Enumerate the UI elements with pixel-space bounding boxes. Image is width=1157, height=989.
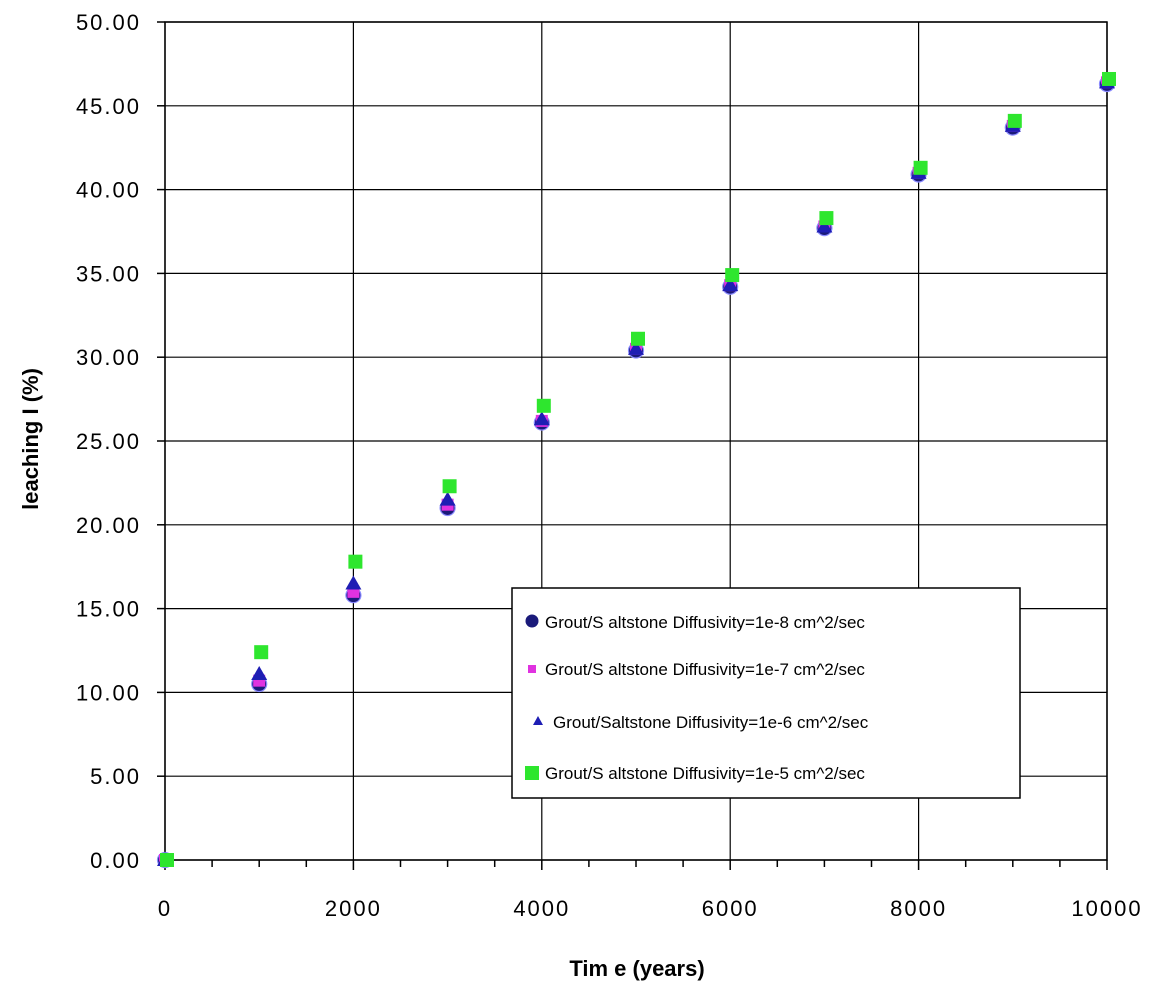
data-point xyxy=(722,277,739,292)
y-tick-labels: 0.00 5.00 10.00 15.00 20.00 25.00 30.00 35.00 40… xyxy=(76,10,141,873)
data-point xyxy=(348,554,363,569)
data-point xyxy=(251,665,268,680)
y-tick-label: 35.00 xyxy=(76,261,141,286)
legend-marker xyxy=(533,716,543,725)
data-point xyxy=(819,211,834,226)
legend: Grout/S altstone Diffusivity=1e-8 cm^2/s… xyxy=(511,587,1021,799)
y-tick-label: 50.00 xyxy=(76,10,141,35)
legend-box xyxy=(511,587,1021,799)
data-point xyxy=(439,491,456,506)
x-tick-label: 8000 xyxy=(890,896,947,921)
data-point xyxy=(533,411,550,426)
legend-label: Grout/S altstone Diffusivity=1e-5 cm^2/s… xyxy=(545,764,865,783)
y-tick-label: 10.00 xyxy=(76,680,141,705)
legend-marker xyxy=(528,665,536,673)
data-point xyxy=(816,218,833,233)
data-point xyxy=(536,398,551,413)
x-tick-label: 0 xyxy=(158,896,172,921)
plot-border xyxy=(164,21,1108,861)
x-tick-label: 4000 xyxy=(513,896,570,921)
data-point xyxy=(1102,71,1116,86)
legend-label: Grout/S altstone Diffusivity=1e-8 cm^2/s… xyxy=(545,613,865,632)
x-axis-title: Tim e (years) xyxy=(569,956,704,981)
y-tick-label: 0.00 xyxy=(90,848,141,873)
y-axis-title: leaching I (%) xyxy=(18,368,43,510)
y-tick-label: 45.00 xyxy=(76,94,141,119)
data-point xyxy=(628,340,644,355)
y-tick-label: 30.00 xyxy=(76,345,141,370)
y-tick-label: 25.00 xyxy=(76,429,141,454)
legend-marker xyxy=(525,766,539,780)
y-tick-label: 5.00 xyxy=(90,764,141,789)
data-point xyxy=(254,645,269,660)
y-tick-label: 20.00 xyxy=(76,513,141,538)
data-point xyxy=(160,853,174,867)
data-point xyxy=(913,160,928,175)
legend-label: Grout/Saltstone Diffusivity=1e-6 cm^2/se… xyxy=(553,713,869,732)
x-tick-label: 10000 xyxy=(1071,896,1142,921)
legend-items: Grout/S altstone Diffusivity=1e-8 cm^2/s… xyxy=(525,613,869,783)
y-tick-label: 40.00 xyxy=(76,178,141,203)
data-points xyxy=(156,71,1116,869)
x-tick-label: 6000 xyxy=(702,896,759,921)
x-tick-label: 2000 xyxy=(325,896,382,921)
data-point xyxy=(1007,113,1022,128)
data-point xyxy=(442,479,457,494)
y-tick-label: 15.00 xyxy=(76,597,141,622)
x-tick-labels: 0 2000 4000 6000 8000 10000 xyxy=(158,896,1142,921)
data-point xyxy=(631,331,645,346)
legend-marker xyxy=(525,614,539,628)
data-point xyxy=(725,268,740,283)
legend-label: Grout/S altstone Diffusivity=1e-7 cm^2/s… xyxy=(545,660,865,679)
data-point xyxy=(345,575,362,590)
series-4 xyxy=(160,71,1116,867)
plot-frame xyxy=(157,21,1108,870)
